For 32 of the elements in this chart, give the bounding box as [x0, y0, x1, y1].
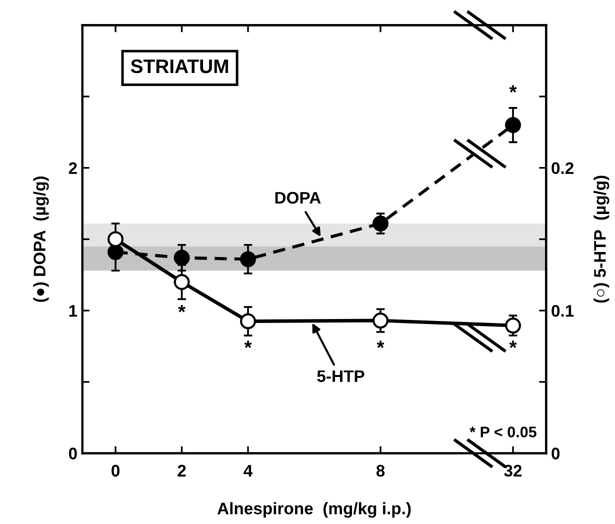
- point: [108, 231, 124, 248]
- point: [240, 313, 256, 330]
- point: [505, 318, 521, 334]
- y2-tick-label: 0.1: [552, 304, 574, 317]
- y2-tick-label: 0: [552, 448, 560, 460]
- annotation: *: [509, 85, 517, 93]
- annotation: *: [244, 340, 252, 348]
- annotation: *: [376, 340, 384, 348]
- point: [505, 117, 521, 134]
- annotation: STRIATUM: [130, 59, 228, 74]
- x-tick-label: 2: [178, 464, 186, 476]
- y-tick-label: 2: [68, 162, 77, 174]
- y-tick-label: 0: [68, 448, 77, 460]
- point: [240, 251, 256, 268]
- point: [372, 216, 388, 232]
- y-axis-title: (●) DOPA (µg/g): [33, 176, 49, 302]
- x-tick-label: 32: [504, 464, 522, 477]
- point: [174, 250, 190, 266]
- y2-tick-label: 0.2: [552, 162, 574, 174]
- x-tick-label: 4: [244, 464, 253, 476]
- text: DOPA: [275, 192, 321, 204]
- point: [372, 312, 388, 329]
- y2-axis-title: (○) 5-HTP (µg/g): [594, 176, 610, 303]
- y-tick-label: 1: [69, 305, 78, 317]
- x-tick-label: 0: [112, 464, 120, 477]
- annotation: *: [509, 340, 517, 348]
- annotation: * P < 0.05: [470, 426, 536, 438]
- legend-label: 5-HTP: [317, 370, 364, 382]
- point: [174, 274, 190, 290]
- x-axis-title: Alnespirone (mg/kg i.p.): [217, 502, 411, 518]
- annotation: *: [178, 305, 186, 312]
- x-tick-label: 8: [376, 464, 385, 477]
